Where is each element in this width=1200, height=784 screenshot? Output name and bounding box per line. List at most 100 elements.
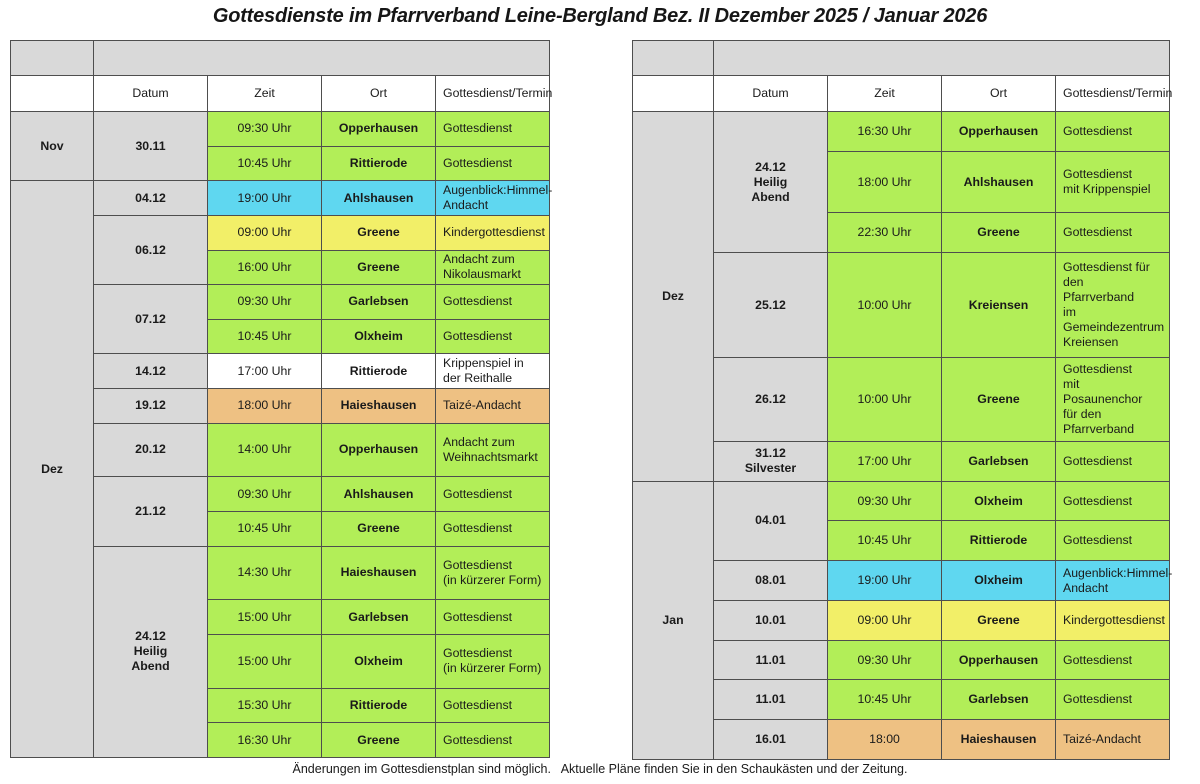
column-header-month	[632, 75, 714, 112]
time-cell: 14:30 Uhr	[207, 545, 322, 601]
month-cell: Dez	[10, 180, 94, 758]
time-cell: 16:00 Uhr	[207, 249, 322, 286]
table-row: 15:30 Uhr Rittierode Gottesdienst	[11, 687, 550, 724]
table-row: 25.12 10:00 Uhr Kreiensen Gottesdienst für …	[633, 252, 1170, 359]
time-cell: 10:00 Uhr	[827, 252, 942, 359]
table-row: Dez 24.12 Heilig Abend 16:30 Uhr Opperhause…	[632, 110, 1170, 482]
date-cell: 21.12	[93, 476, 208, 547]
event-cell: Andacht zum Nikolausmarkt	[435, 249, 550, 286]
event-cell: Kindergottesdienst	[1055, 599, 1170, 641]
table-spacer-row	[10, 40, 550, 76]
table-left-body: Datum Zeit Ort Gottesdienst/Termin Nov 30.11 0…	[10, 40, 552, 758]
place-cell: Rittierode	[321, 353, 436, 389]
month-cell: Dez	[632, 111, 714, 482]
place-cell: Greene	[941, 212, 1056, 254]
date-cell: 11.01	[713, 679, 828, 721]
time-cell: 10:45 Uhr	[827, 520, 942, 562]
table-row: 24.12 Heilig Abend 14:30 Uhr Haieshausen Go…	[11, 545, 550, 758]
event-cell: Gottesdienst	[435, 722, 550, 758]
spacer-cell-month	[632, 40, 714, 76]
spacer-cell-wide	[93, 40, 550, 76]
event-cell: Gottesdienst	[435, 687, 550, 724]
time-cell: 17:00 Uhr	[207, 353, 322, 389]
place-cell: Ahlshausen	[321, 180, 436, 216]
time-cell: 15:30 Uhr	[207, 687, 322, 724]
place-cell: Olxheim	[941, 480, 1056, 522]
event-cell: Gottesdienst	[435, 111, 550, 147]
date-cell: 07.12	[93, 284, 208, 355]
event-cell: Gottesdienst	[1055, 520, 1170, 562]
table-right-body: Datum Zeit Ort Gottesdienst/Termin Dez 24.12 …	[632, 40, 1172, 760]
spacer-cell-month	[10, 40, 94, 76]
table-row: 10.01 09:00 Uhr Greene Kindergottesdienst	[633, 599, 1170, 641]
event-cell: Gottesdienst	[1055, 480, 1170, 522]
event-cell: Gottesdienst	[435, 318, 550, 355]
place-cell: Kreiensen	[941, 252, 1056, 359]
table-row: 26.12 10:00 Uhr Greene Gottesdienst mit Pos…	[633, 357, 1170, 442]
date-cell: 10.01	[713, 599, 828, 641]
date-cell: 24.12 Heilig Abend	[93, 545, 208, 758]
spacer-cell-wide	[713, 40, 1170, 76]
place-cell: Greene	[941, 599, 1056, 641]
time-cell: 10:45 Uhr	[207, 318, 322, 355]
table-row: 10:45 Uhr Greene Gottesdienst	[11, 510, 550, 547]
date-cell: 24.12 Heilig Abend	[713, 110, 828, 254]
time-cell: 16:30 Uhr	[207, 722, 322, 758]
place-cell: Rittierode	[321, 145, 436, 182]
table-row: 15:00 Uhr Olxheim Gottesdienst (in kürzere…	[11, 633, 550, 689]
event-cell: Gottesdienst mit Posaunenchor für den Pf…	[1055, 357, 1170, 442]
time-cell: 09:30 Uhr	[207, 476, 322, 512]
page-title: Gottesdienste im Pfarrverband Leine-Berg…	[212, 5, 988, 27]
table-row: 16:00 Uhr Greene Andacht zum Nikolausmarkt	[11, 249, 550, 286]
event-cell: Gottesdienst mit Krippenspiel	[1055, 150, 1170, 214]
table-row: 10:45 Uhr Rittierode Gottesdienst	[633, 520, 1170, 562]
table-row: 16:30 Uhr Greene Gottesdienst	[11, 722, 550, 758]
place-cell: Olxheim	[321, 318, 436, 355]
column-header-month	[10, 75, 94, 112]
time-cell: 19:00 Uhr	[827, 560, 942, 601]
date-cell: 30.11	[93, 110, 208, 182]
time-cell: 09:30 Uhr	[827, 639, 942, 681]
column-header-event: Gottesdienst/Termin	[1055, 75, 1172, 112]
time-cell: 18:00 Uhr	[207, 388, 322, 424]
column-header-place: Ort	[941, 75, 1056, 112]
date-cell: 14.12	[93, 353, 208, 389]
month-cell: Nov	[10, 110, 94, 182]
table-header-row: Datum Zeit Ort Gottesdienst/Termin	[632, 75, 1172, 112]
table-row: 11.01 10:45 Uhr Garlebsen Gottesdienst	[633, 679, 1170, 721]
date-cell: 31.12 Silvester	[713, 440, 828, 482]
time-cell: 17:00 Uhr	[827, 440, 942, 482]
date-cell: 26.12	[713, 357, 828, 442]
event-cell: Gottesdienst	[435, 599, 550, 635]
place-cell: Ahlshausen	[941, 150, 1056, 214]
column-header-event: Gottesdienst/Termin	[435, 75, 552, 112]
table-row: 07.12 09:30 Uhr Garlebsen Gottesdienst	[11, 284, 550, 355]
column-header-date: Datum	[93, 75, 208, 112]
event-cell: Andacht zum Weihnachtsmarkt	[435, 422, 550, 478]
place-cell: Opperhausen	[321, 422, 436, 478]
table-row: Dez 04.12 19:00 Uhr Ahlshausen Augenblick:Hi…	[10, 180, 552, 758]
time-cell: 19:00 Uhr	[207, 180, 322, 216]
event-cell: Gottesdienst (in kürzerer Form)	[435, 633, 550, 689]
time-cell: 15:00 Uhr	[207, 633, 322, 689]
table-header-row: Datum Zeit Ort Gottesdienst/Termin	[10, 75, 552, 112]
time-cell: 09:30 Uhr	[207, 284, 322, 320]
time-cell: 09:30 Uhr	[207, 111, 322, 147]
table-row: 21.12 09:30 Uhr Ahlshausen Gottesdienst	[11, 476, 550, 547]
date-cell: 08.01	[713, 560, 828, 601]
place-cell: Rittierode	[321, 687, 436, 724]
place-cell: Haieshausen	[321, 388, 436, 424]
footer-note: Änderungen im Gottesdienstplan sind mögl…	[292, 762, 908, 776]
table-row: 19.12 18:00 Uhr Haieshausen Taizé-Andacht	[11, 388, 550, 424]
place-cell: Ahlshausen	[321, 476, 436, 512]
place-cell: Haieshausen	[321, 545, 436, 601]
event-cell: Kindergottesdienst	[435, 214, 550, 251]
event-cell: Gottesdienst	[435, 510, 550, 547]
table-row: 10:45 Uhr Rittierode Gottesdienst	[11, 145, 550, 182]
place-cell: Greene	[321, 214, 436, 251]
time-cell: 16:30 Uhr	[827, 111, 942, 152]
table-row: 08.01 19:00 Uhr Olxheim Augenblick:Himmel-A…	[633, 560, 1172, 601]
table-row: Jan 04.01 09:30 Uhr Olxheim Gottesdienst	[632, 480, 1170, 760]
event-cell: Gottesdienst	[1055, 440, 1170, 482]
event-cell: Gottesdienst (in kürzerer Form)	[435, 545, 550, 601]
